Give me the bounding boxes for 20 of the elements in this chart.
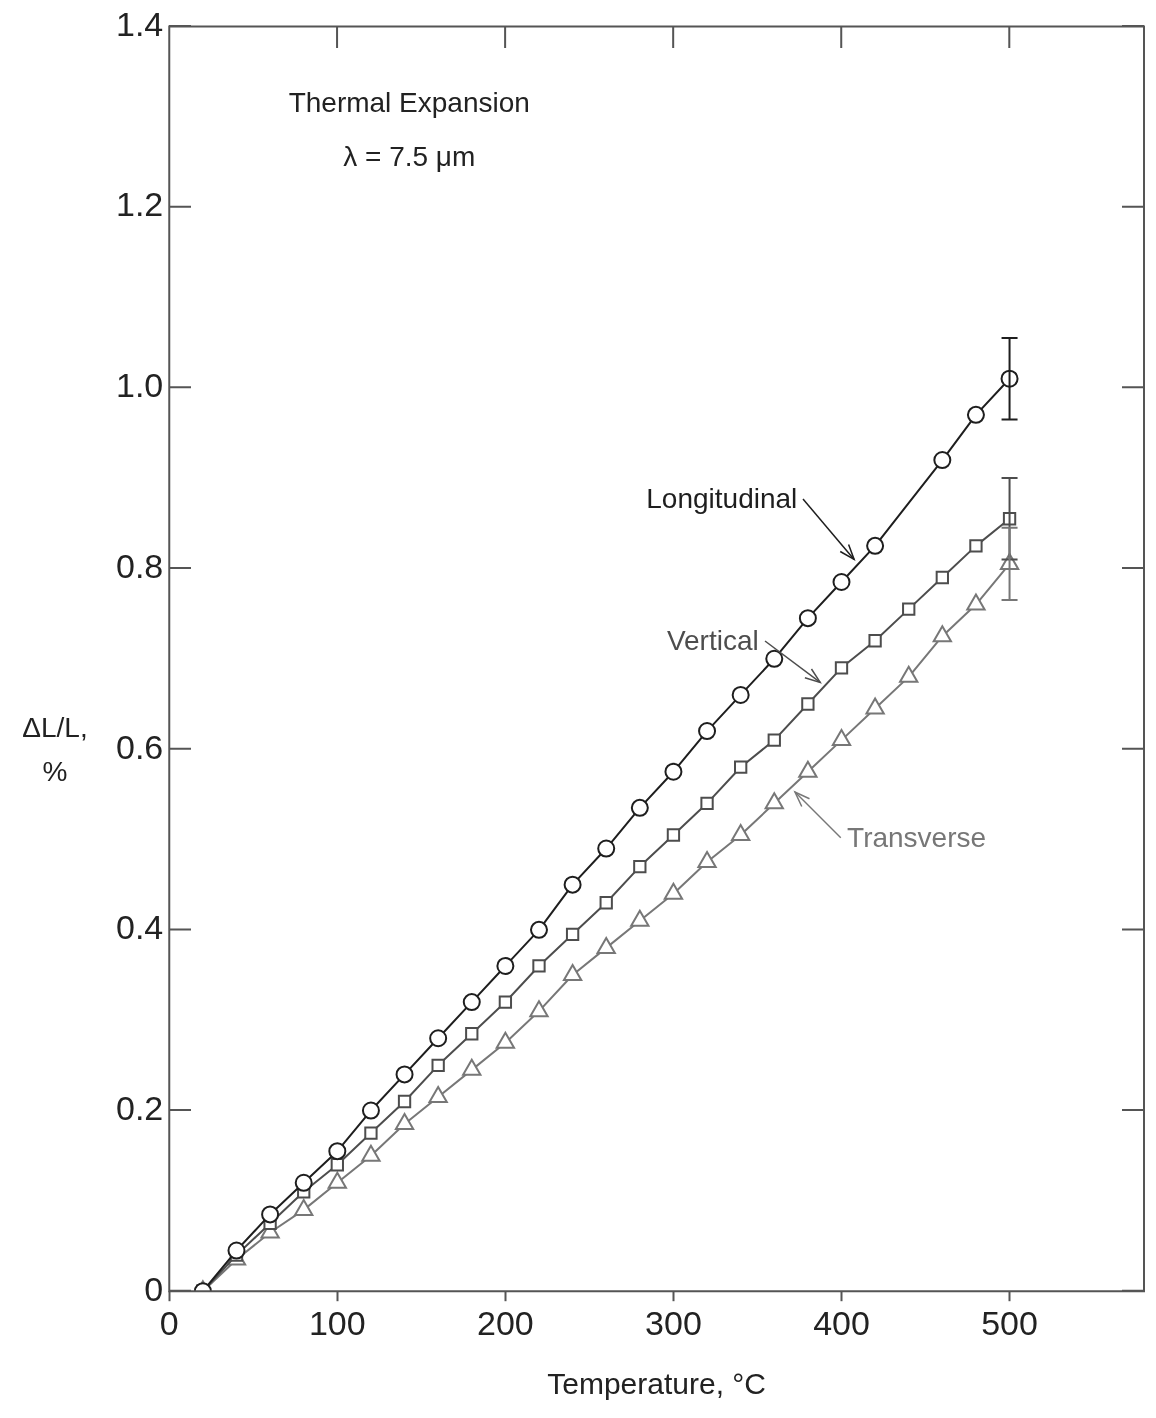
annotation: Thermal Expansion <box>288 87 530 119</box>
x-axis-title: Temperature, °C <box>547 1367 767 1401</box>
y-tick-label: 1.0 <box>116 366 164 405</box>
y-tick-label: 0.6 <box>116 727 164 766</box>
annotation: λ = 7.5 μm <box>343 141 476 173</box>
x-tick-label: 100 <box>308 1303 366 1342</box>
x-tick-label: 200 <box>477 1303 534 1342</box>
text: Vertical <box>666 624 759 657</box>
x-tick-label: 300 <box>645 1303 702 1342</box>
y-tick-label: 1.4 <box>116 4 164 43</box>
y-tick-label: 1.2 <box>116 185 164 224</box>
y-tick-label: 0 <box>144 1269 164 1308</box>
y-tick-label: 0.4 <box>116 908 164 947</box>
y-tick-label: 0.8 <box>116 546 164 585</box>
text: Longitudinal <box>646 482 798 515</box>
x-tick-label: 500 <box>981 1303 1038 1342</box>
series-label: Transverse <box>847 821 987 854</box>
x-tick-label: 400 <box>813 1303 870 1342</box>
y-axis-title: ΔL/L, % <box>22 711 88 787</box>
y-tick-label: 0.2 <box>116 1088 164 1127</box>
